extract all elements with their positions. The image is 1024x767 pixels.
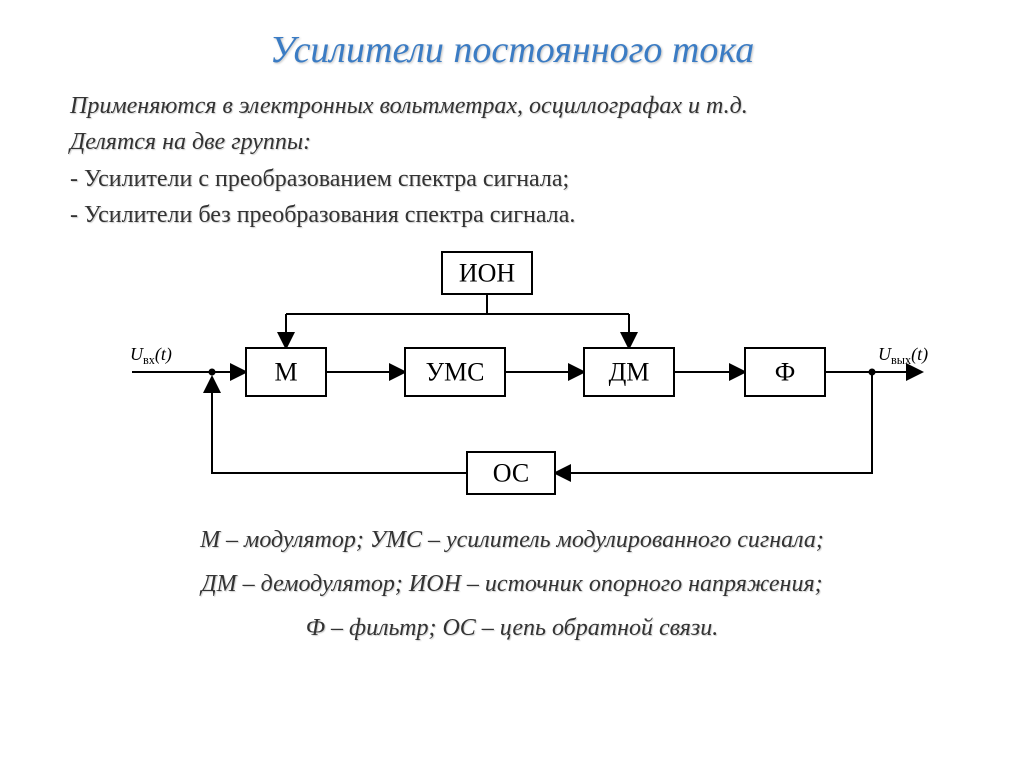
legend-line-1: М – модулятор; УМС – усилитель модулиров… bbox=[40, 524, 984, 556]
groups-line: Делятся на две группы: bbox=[40, 126, 984, 158]
bullet-2: - Усилители без преобразования спектра с… bbox=[40, 199, 984, 231]
svg-text:Uвых(t): Uвых(t) bbox=[878, 344, 928, 367]
svg-text:М: М bbox=[274, 357, 297, 386]
block-diagram: ИОН М УМС ДМ Ф ОС Uвх(t) Uвых(t) bbox=[40, 242, 984, 512]
legend-line-3: Ф – фильтр; ОС – цепь обратной связи. bbox=[40, 612, 984, 644]
svg-text:Ф: Ф bbox=[775, 357, 796, 386]
svg-text:ДМ: ДМ bbox=[609, 357, 650, 386]
page-title: Усилители постоянного тока bbox=[40, 28, 984, 72]
svg-text:ОС: ОС bbox=[493, 458, 529, 487]
legend-line-2: ДМ – демодулятор; ИОН – источник опорног… bbox=[40, 568, 984, 600]
bullet-1: - Усилители с преобразованием спектра си… bbox=[40, 163, 984, 195]
intro-text: Применяются в электронных вольтметрах, о… bbox=[40, 90, 984, 122]
diagram-svg: ИОН М УМС ДМ Ф ОС Uвх(t) Uвых(t) bbox=[72, 242, 952, 512]
svg-text:Uвх(t): Uвх(t) bbox=[130, 344, 172, 367]
svg-text:УМС: УМС bbox=[426, 357, 485, 386]
svg-text:ИОН: ИОН bbox=[459, 258, 516, 287]
